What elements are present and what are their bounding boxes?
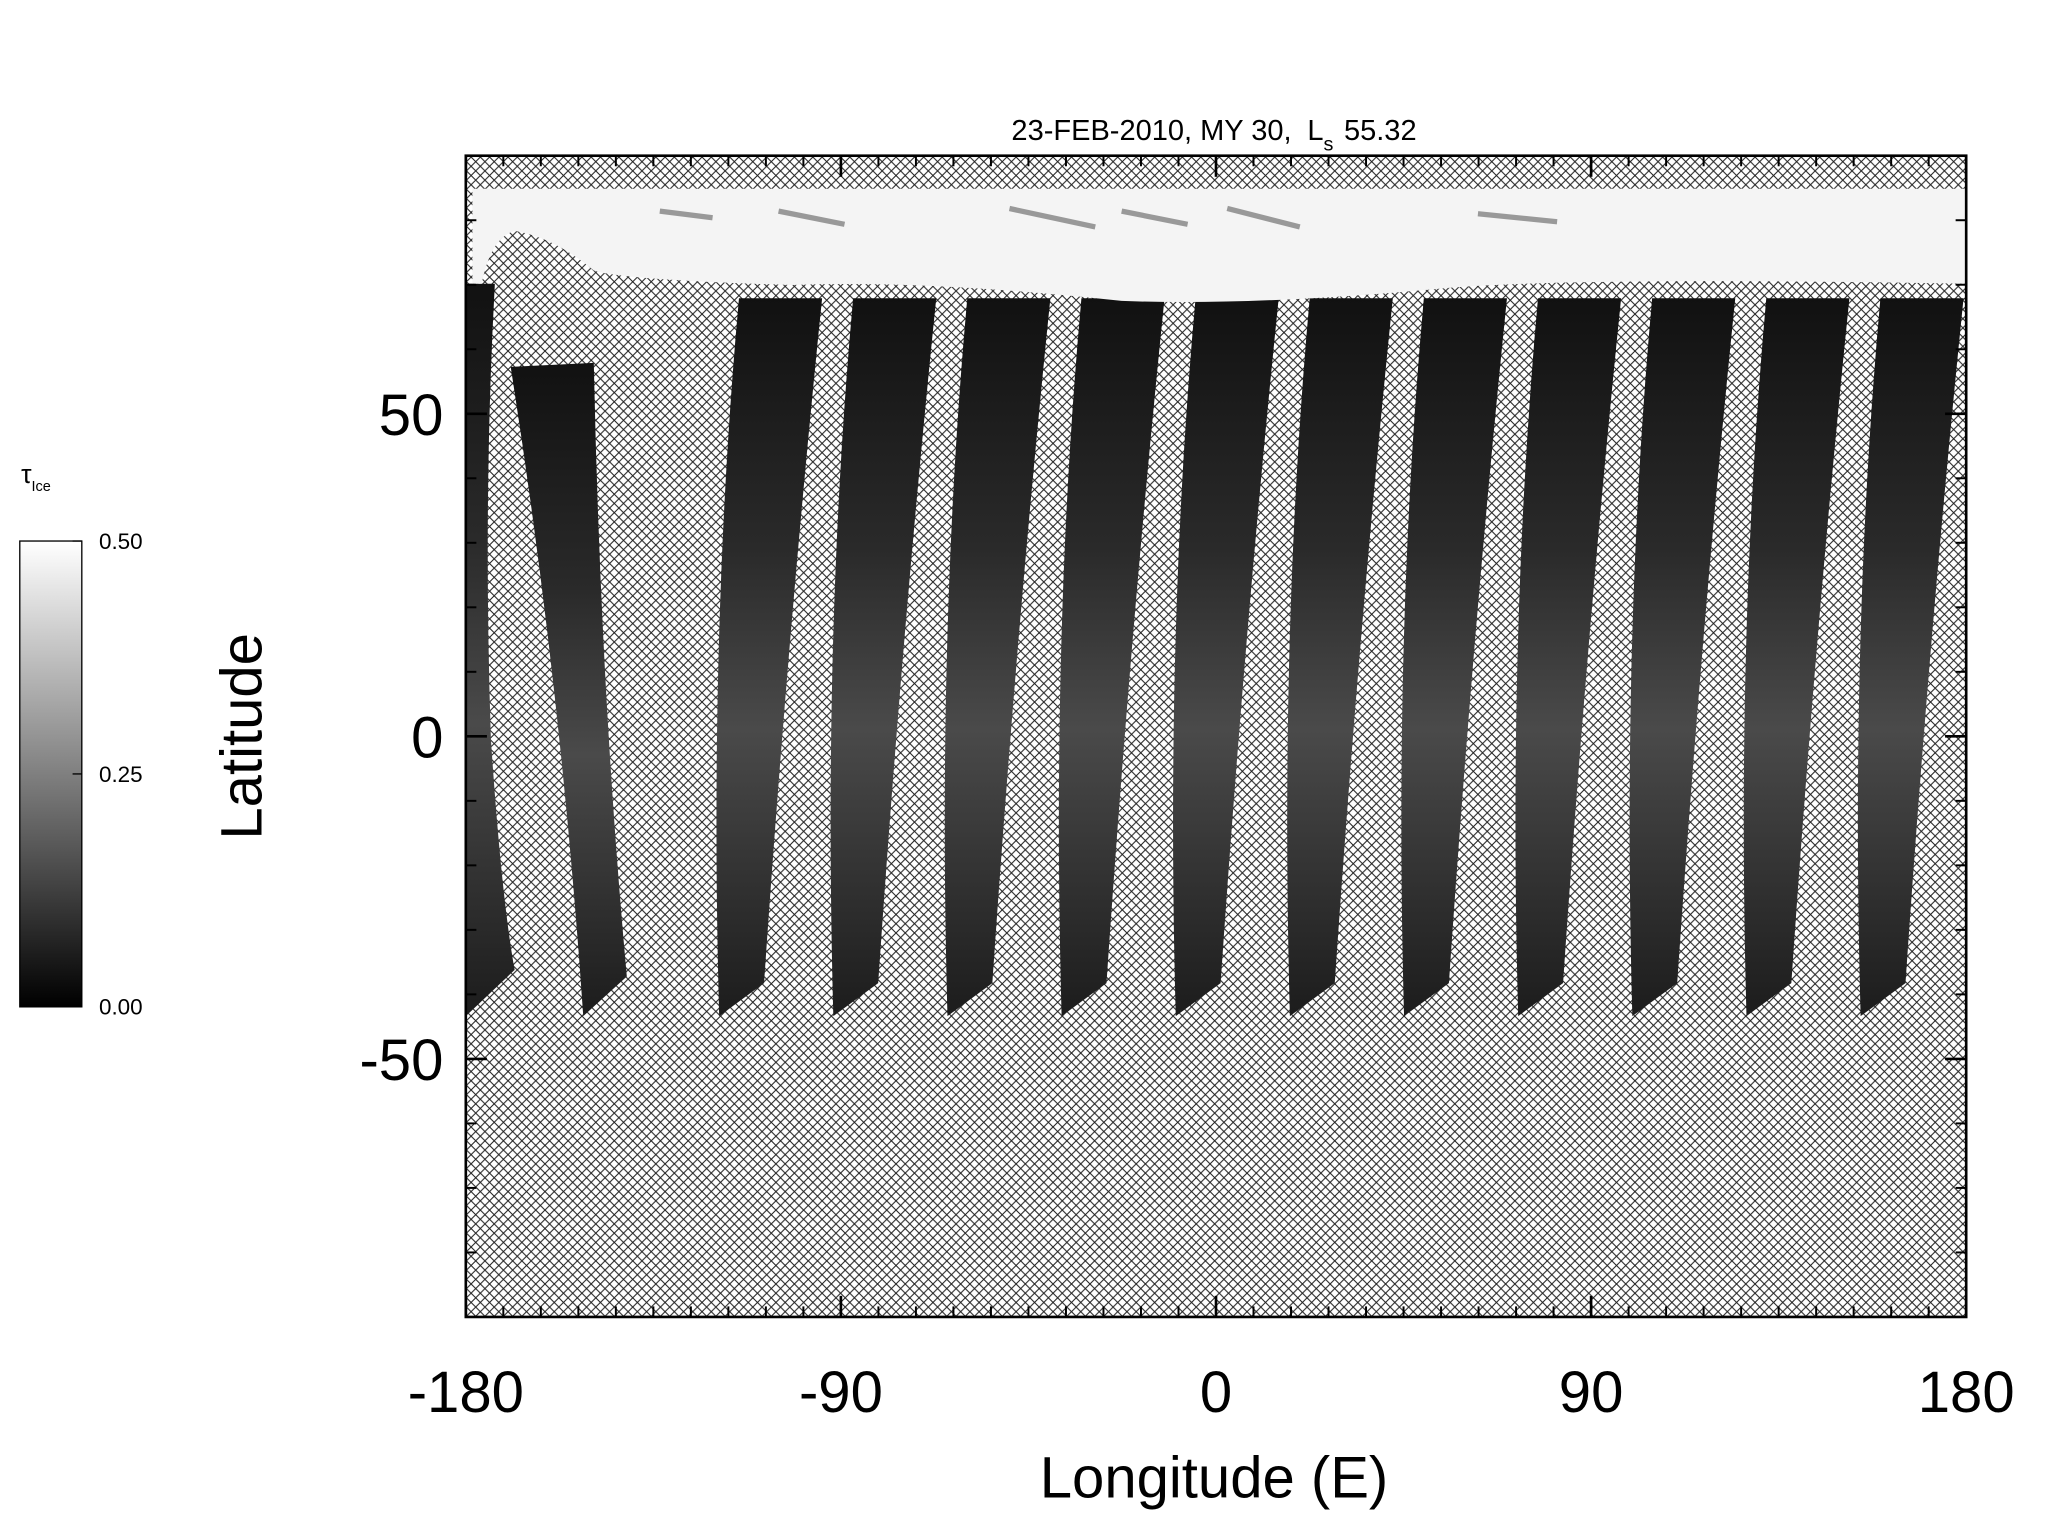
y-tick-label: 50 [379, 383, 444, 448]
x-axis-label: Longitude (E) [1040, 1446, 1389, 1511]
swaths [716, 298, 1964, 1017]
swath [1401, 298, 1507, 1017]
swath [944, 298, 1051, 1017]
colorbar-tick-label: 0.50 [99, 529, 143, 554]
colorbar-subscript: Ice [32, 479, 51, 495]
x-tick-label: 0 [1200, 1360, 1232, 1425]
colorbar-symbol: τ [21, 459, 32, 489]
chart-title: 23-FEB-2010, MY 30, Ls 55.32 [1011, 115, 1416, 156]
swath [1287, 298, 1393, 1017]
ls-value: 55.32 [1344, 115, 1417, 147]
colorbar: τIce 0.00 0.25 0.50 [19, 459, 143, 1020]
y-axis-label: Latitude [209, 633, 274, 840]
colorbar-gradient [19, 540, 83, 1008]
swath [510, 362, 627, 1017]
title-text: 23-FEB-2010, MY 30, [1011, 115, 1291, 147]
cap-streaks [659, 205, 1558, 230]
colorbar-tick-label: 0.25 [99, 762, 143, 787]
x-tick-label: 180 [1918, 1360, 2015, 1425]
swath [716, 298, 823, 1017]
swath [1173, 298, 1279, 1017]
x-tick-label: -180 [408, 1360, 524, 1425]
swath [465, 283, 515, 1017]
x-tick-label: -90 [799, 1360, 883, 1425]
x-tick-label: 90 [1559, 1360, 1624, 1425]
swath [1515, 298, 1622, 1017]
swath [1857, 298, 1964, 1017]
swath [1743, 298, 1850, 1017]
colorbar-tick-label: 0.00 [99, 995, 143, 1020]
polar-cap [472, 188, 1967, 303]
map-image [464, 154, 1968, 1319]
ls-subscript: s [1324, 133, 1334, 155]
swath [830, 298, 937, 1017]
ls-symbol: L [1307, 115, 1323, 147]
colorbar-label: τIce [21, 459, 51, 495]
y-tick-label: 0 [411, 705, 443, 770]
y-tick-label: -50 [359, 1028, 443, 1093]
swath [1629, 298, 1736, 1017]
swath [1058, 298, 1165, 1017]
